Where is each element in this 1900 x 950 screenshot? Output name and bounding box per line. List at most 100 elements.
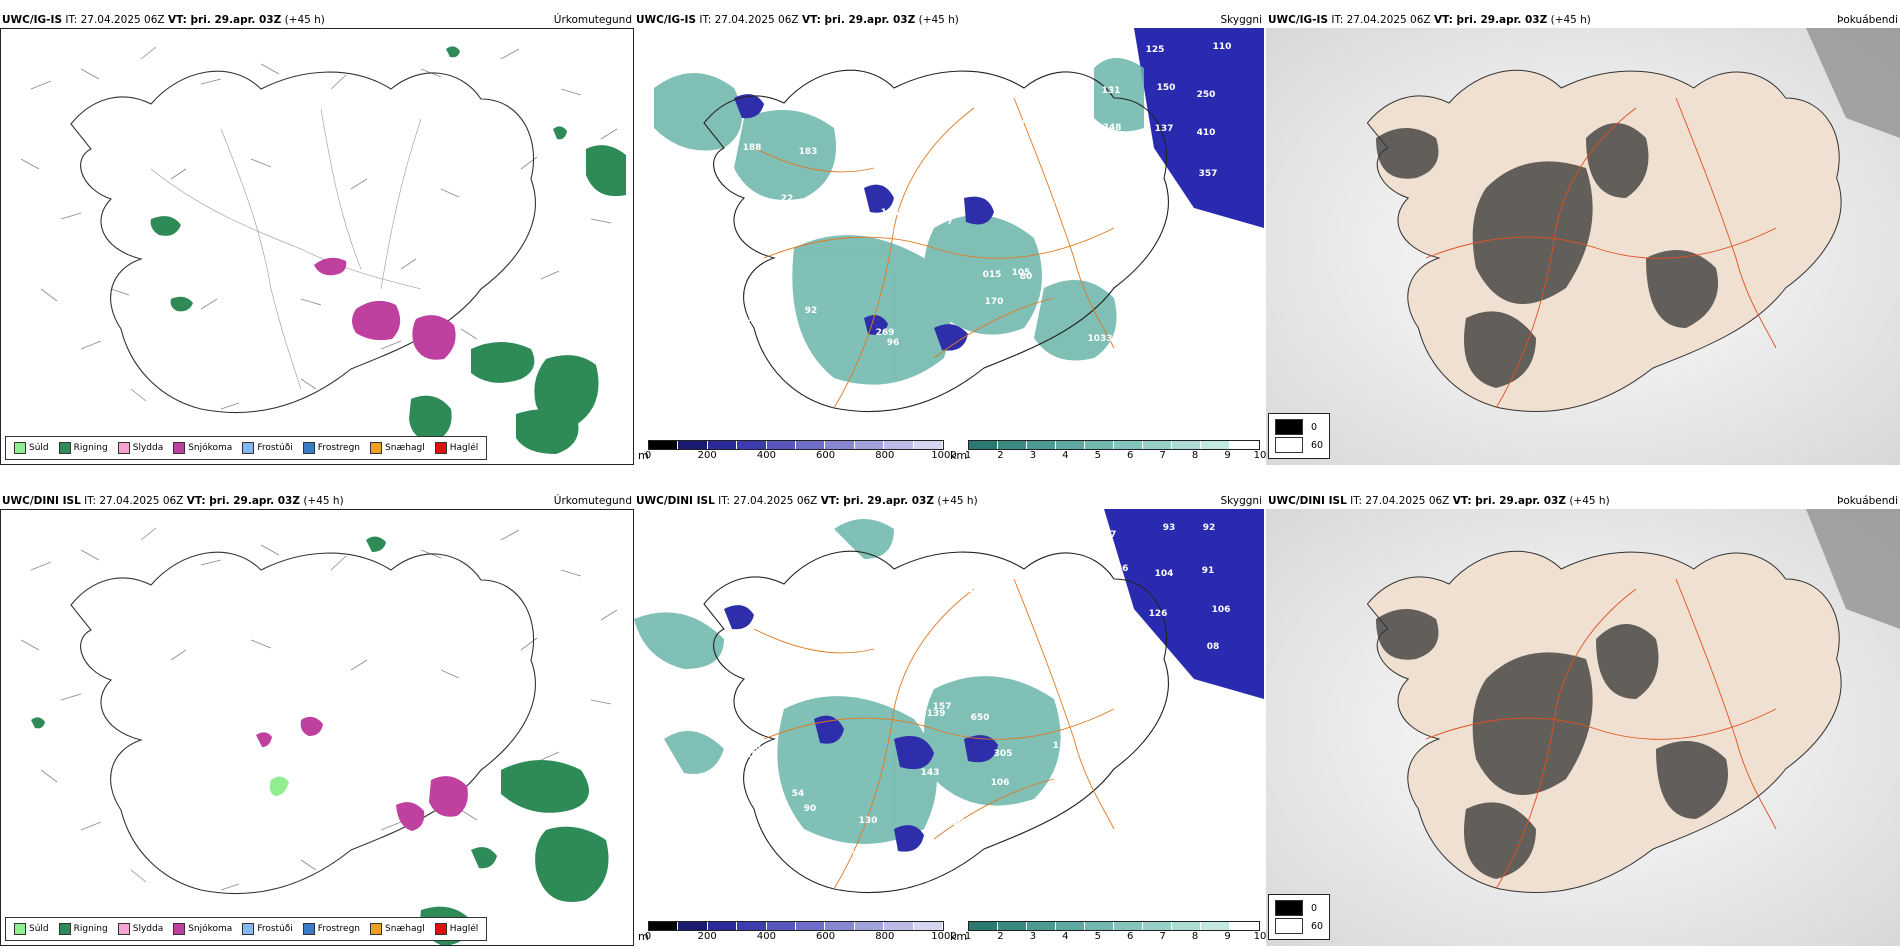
visibility-colorbar: 1 2 3 4 5 6 7 8 9 10 (964, 921, 1266, 943)
colorbar-tick-label: 600 (816, 450, 836, 461)
colorbar-tick-label: 2 (997, 450, 1004, 461)
colorbar-segment (884, 441, 914, 449)
colorbar-tick-label: 7 (1159, 931, 1166, 942)
snow-areas (256, 716, 468, 831)
low-cloud-area (1134, 28, 1264, 228)
rain-areas (150, 46, 626, 454)
cloud-bar-unit: m (638, 930, 649, 943)
fog-map-svg (1266, 28, 1900, 465)
colorbar-tick-label: 5 (1094, 931, 1101, 942)
colorbar-segment (649, 441, 679, 449)
fog-map: 0 60 (1266, 28, 1900, 465)
visibility-label: 126 (1149, 609, 1168, 619)
visibility-label: 106 (991, 778, 1010, 788)
cloud-base-colorbar: 0 200 400 600 800 1000 (644, 440, 957, 462)
colorbar-tick-label: 6 (1127, 931, 1134, 942)
panel-type-title: Þokuábendi (1837, 14, 1898, 26)
low-cloud-patches (724, 605, 998, 852)
colorbar-segment (707, 441, 738, 449)
colorbar-tick-label: 1 (964, 450, 972, 461)
visibility-label: 58 (803, 363, 816, 373)
colorbar-tick-label: 400 (756, 931, 776, 942)
colorbar-segment (766, 441, 797, 449)
visibility-label: 293 (876, 225, 895, 235)
colorbar-segment (766, 922, 797, 930)
colorbar-segment (825, 441, 855, 449)
colorbar-segment (1201, 441, 1230, 449)
fog-panel-top: UWC/IG-IS IT: 27.04.2025 06Z VT: þri. 29… (1266, 12, 1900, 465)
visibility-labels: 139 125 110 131 150 250 348 137 410 161 121 357 145 9… (725, 42, 1232, 393)
low-cloud-patches (734, 94, 994, 351)
colorbar-tick-label: 2 (997, 931, 1004, 942)
visibility-labels: 117 93 92 136 104 91 119 126 106 98 103 08 106 139 65 1… (709, 523, 1231, 872)
colorbar-segment (1172, 922, 1201, 930)
cloud-base-colorbar: 0 200 400 600 800 1000 (645, 921, 957, 943)
legend-item: Frostúði (242, 442, 293, 454)
iceland-coastline (703, 550, 1169, 894)
fog-legend: 0 60 (1268, 894, 1331, 940)
fog-dark-areas (1376, 609, 1728, 879)
legend-item: Snæhagl (370, 923, 425, 935)
colorbar-segment (1027, 922, 1056, 930)
visibility-label: 454 (1111, 656, 1130, 666)
visibility-label: 45 (1126, 663, 1139, 673)
colorbar-tick-label: 10 (1253, 931, 1267, 942)
visibility-label: 114 (1053, 741, 1072, 751)
colorbar-tick-label: 10 (1253, 450, 1267, 461)
visibility-label: 85 (916, 689, 929, 699)
panel-title: UWC/IG-IS IT: 27.04.2025 06Z VT: þri. 29… (1268, 14, 1591, 26)
colorbar-tick-label: 200 (697, 931, 717, 942)
visibility-label: 110 (1213, 42, 1232, 52)
visibility-label: 51 (885, 619, 898, 629)
fog-map: 0 60 (1266, 509, 1900, 946)
visibility-label: 130 (859, 816, 878, 826)
visibility-label: 221 (1103, 173, 1122, 183)
visibility-label: 78 (1064, 367, 1077, 377)
colorbar-segment (1056, 441, 1085, 449)
colorbar-segment (1230, 922, 1259, 930)
visibility-label: 015 (983, 270, 1002, 280)
colorbar-segment (796, 922, 826, 930)
colorbar-segment (678, 922, 708, 930)
colorbar-tick-label: 200 (697, 450, 717, 461)
colorbar-tick-label: 9 (1224, 931, 1231, 942)
iceland-coastline (70, 70, 536, 414)
legend-item: Haglél (434, 442, 478, 454)
colorbar-segment (1114, 441, 1143, 449)
colorbar-segment (884, 922, 914, 930)
visibility-label: 88 (749, 743, 762, 753)
visibility-label: 122 (1063, 815, 1082, 825)
legend-item: Slydda (117, 442, 163, 454)
cloud-visibility-map: 117 93 92 136 104 91 119 126 106 98 103 08 106 139 65 1… (634, 509, 1264, 912)
colorbar-tick-label: 1 (964, 931, 972, 942)
visibility-label: 82 (1129, 184, 1142, 194)
visibility-label: 139 (1113, 50, 1132, 60)
visibility-label: 91 (1202, 566, 1215, 576)
visibility-label: 154 (825, 183, 844, 193)
visibility-label: 93 (1163, 523, 1176, 533)
cloud-visibility-panel-bottom: UWC/DINI ISL IT: 27.04.2025 06Z VT: þri.… (634, 493, 1266, 946)
visibility-label: 198 (1010, 116, 1029, 126)
panel-title: UWC/DINI ISL IT: 27.04.2025 06Z VT: þri.… (2, 495, 344, 507)
panel-type-title: Úrkomutegund (553, 14, 632, 26)
precip-map: Súld Rigning Slydda Snjókoma Frostúði Fr… (0, 28, 634, 465)
visibility-label: 119 (1099, 608, 1118, 618)
colorbar-tick-label: 8 (1191, 450, 1199, 461)
colorbar-tick-label: 0 (644, 450, 652, 461)
cloud-visibility-map-svg: 117 93 92 136 104 91 119 126 106 98 103 08 106 139 65 1… (634, 509, 1264, 912)
panel-title: UWC/IG-IS IT: 27.04.2025 06Z VT: þri. 29… (2, 14, 325, 26)
legend-item: Snæhagl (370, 442, 425, 454)
colorbar-segment (1085, 922, 1114, 930)
snow-areas (314, 257, 456, 360)
iceland-coastline (703, 69, 1169, 413)
colorbar-segment (737, 922, 767, 930)
visibility-label: 61 (741, 314, 754, 324)
colorbar-segment (1056, 922, 1085, 930)
legend-item: Rigning (58, 923, 108, 935)
visibility-label: 184 (881, 208, 900, 218)
visibility-label: 100 (881, 103, 900, 113)
visibility-label: 183 (799, 147, 818, 157)
cloud-visibility-map-svg: 139 125 110 131 150 250 348 137 410 161 121 357 145 9… (634, 28, 1264, 431)
visibility-label: 131 (1102, 86, 1121, 96)
visibility-label: 157 (933, 702, 952, 712)
